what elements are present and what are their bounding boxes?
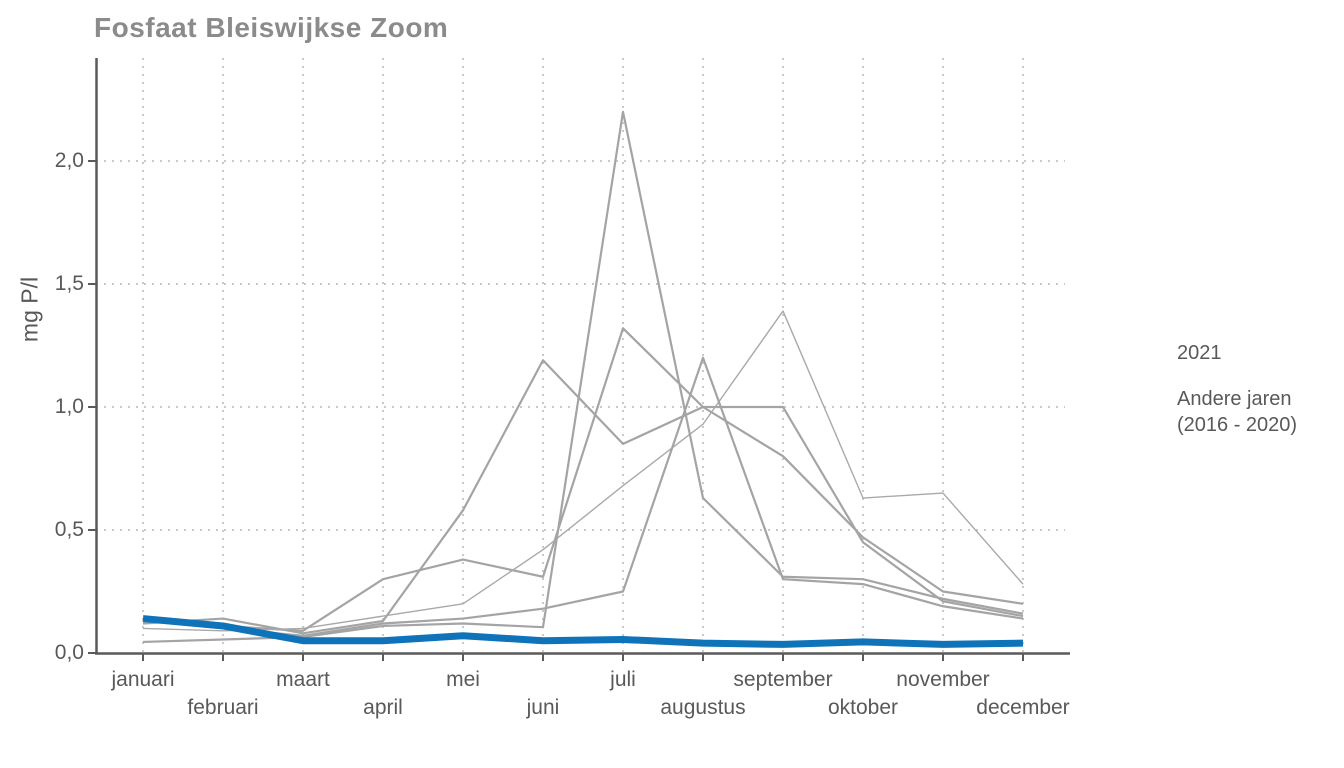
series-line-2021 [142, 615, 1024, 648]
x-tick-label-mei: mei [446, 668, 480, 691]
x-tick-label-februari: februari [187, 696, 259, 719]
legend-swatch-2021 [1117, 349, 1154, 357]
legend-item-andere-jaren: Andere jaren (2016 - 2020) [1117, 386, 1297, 438]
chart-title: Fosfaat Bleiswijkse Zoom [94, 12, 449, 43]
x-tick-label-november: november [896, 668, 990, 691]
legend-label-andere-jaren-line2: (2016 - 2020) [1177, 414, 1298, 436]
y-tick-label-2,0: 2,0 [54, 149, 84, 172]
legend: 2021 Andere jaren (2016 - 2020) [1117, 340, 1297, 438]
x-tick-label-juni: juni [526, 696, 560, 719]
legend-item-2021: 2021 [1117, 340, 1297, 366]
y-tick-label-1,5: 1,5 [54, 272, 84, 295]
series-line-2018 [142, 310, 1024, 632]
y-tick-label-0,0: 0,0 [54, 641, 84, 664]
legend-label-andere-jaren-line1: Andere jaren [1177, 388, 1292, 410]
legend-label-2021: 2021 [1177, 342, 1222, 364]
y-tick-label-0,5: 0,5 [54, 518, 84, 541]
legend-swatch-andere-jaren [1117, 411, 1154, 414]
series-line-2017 [142, 327, 1024, 632]
x-tick-label-januari: januari [111, 668, 175, 691]
y-tick-label-1,0: 1,0 [54, 395, 84, 418]
series-line-2020 [142, 356, 1024, 637]
x-tick-label-december: december [976, 696, 1070, 719]
x-tick-label-juli: juli [610, 668, 636, 691]
x-tick-label-oktober: oktober [827, 696, 899, 719]
x-tick-label-maart: maart [276, 668, 330, 691]
x-tick-label-augustus: augustus [660, 696, 746, 719]
legend-label-andere-jaren: Andere jaren (2016 - 2020) [1177, 386, 1297, 438]
x-tick-label-april: april [363, 696, 403, 719]
x-tick-label-september: september [733, 668, 833, 691]
